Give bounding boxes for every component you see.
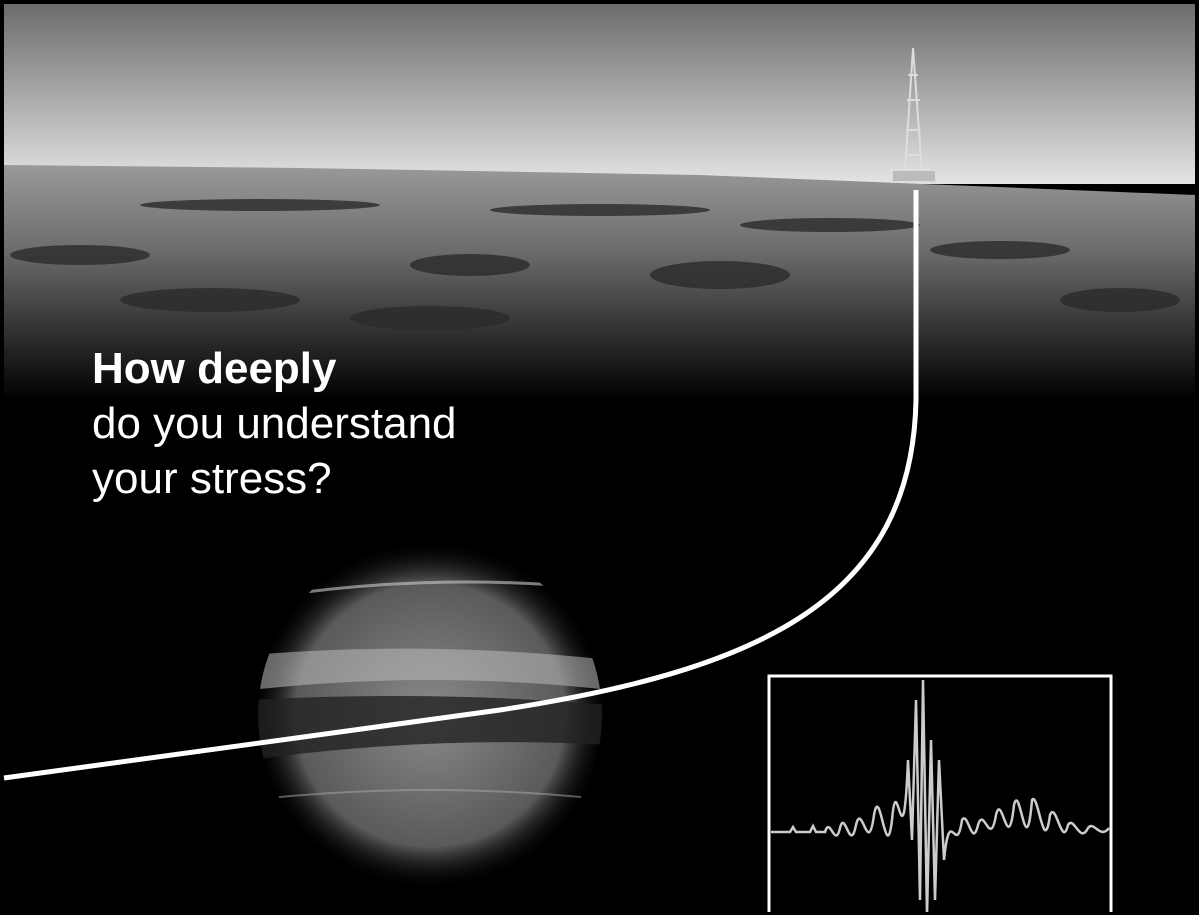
dune-ripples [10,199,1180,330]
wellbore [3,190,919,781]
waveform-box [767,674,1113,915]
headline-bold: How deeply [92,344,337,393]
headline-line: do you understand [92,399,457,448]
sky [4,4,1195,184]
drilling-rig [891,47,937,183]
headline-line: your stress? [92,454,332,503]
core-sample [258,543,602,887]
waveform [771,679,1110,915]
